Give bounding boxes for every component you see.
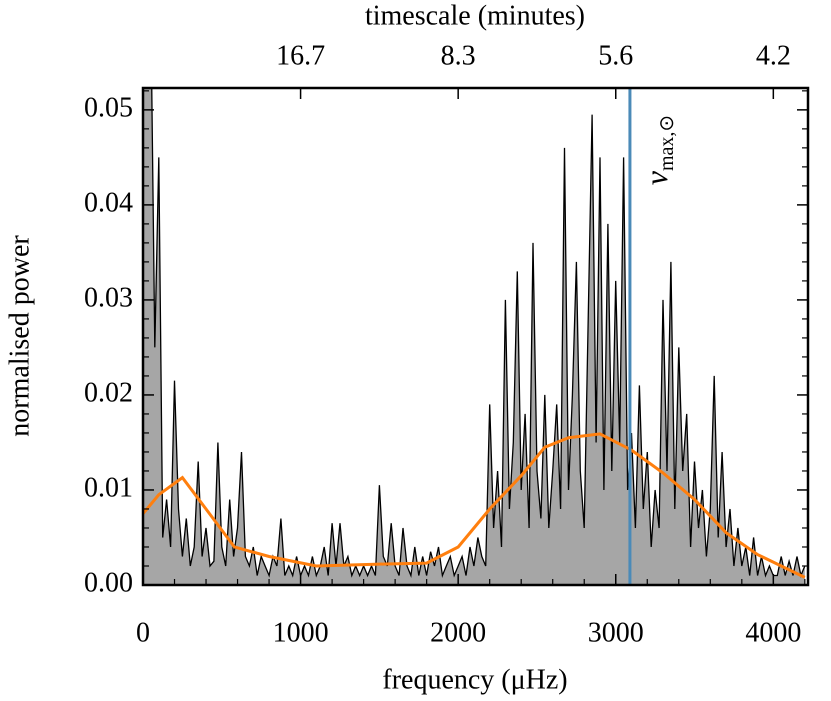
plot-area <box>143 88 806 585</box>
y-tick-label: 0.05 <box>84 92 133 123</box>
x-tick-label: 3000 <box>588 617 644 648</box>
x2-tick-label: 16.7 <box>276 40 325 71</box>
x-tick-label: 4000 <box>745 617 801 648</box>
x2-axis-label: timescale (minutes) <box>365 0 585 31</box>
x-tick-label: 2000 <box>430 617 486 648</box>
annotation-text: νmax,⊙ <box>638 115 677 185</box>
x2-tick-label: 8.3 <box>441 40 476 71</box>
y-tick-label: 0.00 <box>84 567 133 598</box>
plot-frame <box>141 86 810 587</box>
annotation: νmax,⊙ <box>638 115 677 185</box>
x2-tick-label: 5.6 <box>598 40 633 71</box>
spectrum-line <box>151 88 806 578</box>
y-tick-label: 0.01 <box>84 472 133 503</box>
area-fill <box>143 88 805 585</box>
x-axis-label: frequency (μHz) <box>382 664 567 695</box>
y-tick-label: 0.04 <box>84 187 133 218</box>
annotation-subscript: max,⊙ <box>656 115 678 171</box>
y-axis-label: normalised power <box>4 235 35 437</box>
x-tick-label: 0 <box>136 617 150 648</box>
x2-tick-label: 4.2 <box>756 40 791 71</box>
annotation-symbol: ν <box>638 170 674 185</box>
x-tick-label: 1000 <box>273 617 329 648</box>
y-tick-label: 0.02 <box>84 377 133 408</box>
smoothed-line <box>143 432 806 579</box>
y-tick-label: 0.03 <box>84 282 133 313</box>
